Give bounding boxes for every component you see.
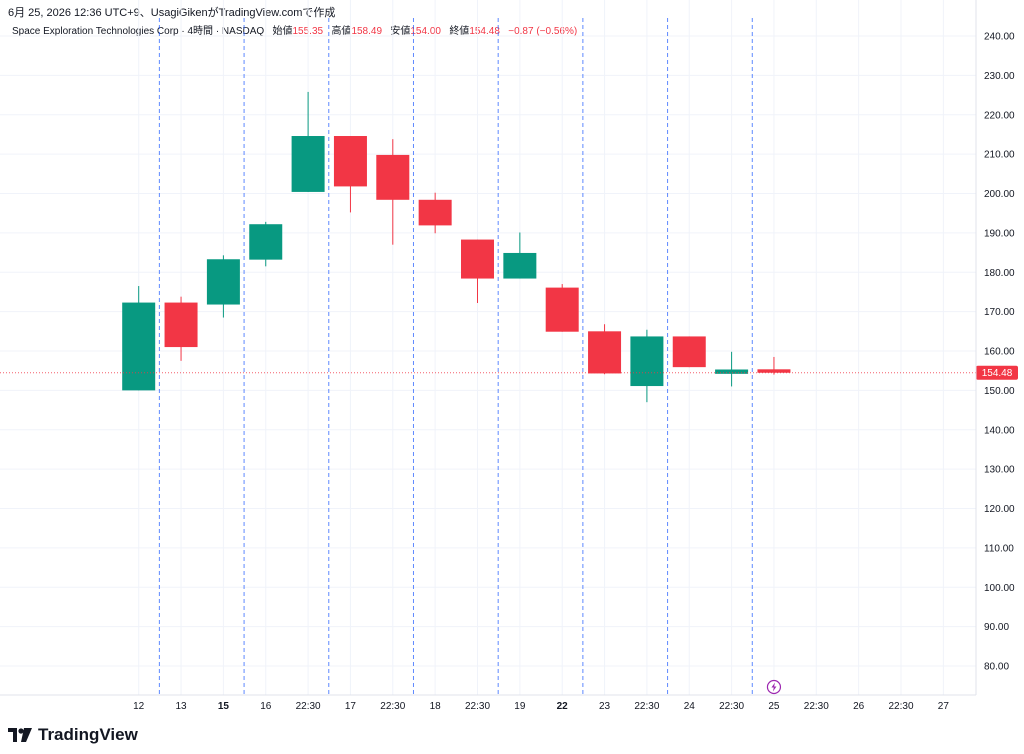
- chart-created-caption: 6月 25, 2026 12:36 UTC+9、UsagiGikenがTradi…: [8, 7, 336, 19]
- tradingview-logo: TradingView: [8, 723, 138, 747]
- x-tick-label: 22:30: [888, 701, 913, 712]
- x-tick-label: 22:30: [719, 701, 744, 712]
- high-value: 158.49: [351, 26, 383, 37]
- candle-body: [715, 369, 749, 374]
- close-label: 終値: [449, 26, 470, 37]
- y-tick-label: 130.00: [984, 465, 1015, 476]
- y-tick-label: 90.00: [984, 622, 1009, 633]
- x-tick-label: 27: [938, 701, 950, 712]
- x-tick-label: 22:30: [296, 701, 321, 712]
- candle-body: [333, 136, 367, 187]
- y-tick-label: 120.00: [984, 504, 1015, 515]
- y-tick-label: 230.00: [984, 71, 1015, 82]
- high-label: 高値: [331, 26, 352, 37]
- x-tick-label: 23: [599, 701, 611, 712]
- candle-body: [545, 287, 579, 332]
- tradingview-brand: TradingView: [38, 725, 138, 744]
- y-tick-label: 190.00: [984, 228, 1015, 239]
- x-tick-label: 22: [557, 701, 569, 712]
- x-tick-label: 18: [430, 701, 442, 712]
- x-tick-label: 22:30: [380, 701, 405, 712]
- grid-layer: [0, 0, 976, 695]
- last-price-badge: [976, 365, 1018, 380]
- y-tick-label: 200.00: [984, 189, 1015, 200]
- x-tick-label: 22:30: [804, 701, 829, 712]
- low-label: 安値: [390, 26, 411, 37]
- x-tick-label: 19: [514, 701, 526, 712]
- y-tick-label: 180.00: [984, 268, 1015, 279]
- session-breaks-layer: [158, 18, 753, 695]
- open-label: 始値: [272, 26, 293, 37]
- y-tick-label: 110.00: [984, 543, 1014, 554]
- y-tick-label: 80.00: [984, 662, 1009, 673]
- candle-body: [588, 331, 622, 374]
- x-tick-label: 22:30: [465, 701, 490, 712]
- x-tick-label: 13: [175, 701, 187, 712]
- last-price-label: 154.48: [982, 368, 1013, 379]
- tradingview-logo-icon: [8, 728, 32, 742]
- y-tick-label: 150.00: [984, 386, 1015, 397]
- x-tick-label: 16: [260, 701, 272, 712]
- y-tick-label: 160.00: [984, 347, 1015, 358]
- x-tick-label: 26: [853, 701, 865, 712]
- axes-layer: 80.00 90.00 100.00 110.00 120.00 130.00 140.00…: [0, 0, 1015, 712]
- x-tick-label: 22:30: [634, 701, 659, 712]
- symbol-description: Space Exploration Technologies Corp · 4時…: [12, 26, 265, 37]
- change-value: −0.87 (−0.56%): [508, 26, 578, 37]
- x-tick-label: 12: [133, 701, 145, 712]
- close-value: 154.48: [469, 26, 500, 37]
- candle-body: [630, 336, 664, 387]
- candle-body: [672, 336, 706, 368]
- low-value: 154.00: [410, 26, 441, 37]
- x-tick-label: 24: [684, 701, 696, 712]
- candle-body: [249, 224, 283, 260]
- lightning-bolt: [771, 682, 777, 692]
- x-tick-label: 25: [768, 701, 780, 712]
- y-tick-label: 140.00: [984, 425, 1015, 436]
- candle-body: [122, 302, 156, 391]
- candle-body: [291, 136, 325, 192]
- y-tick-label: 220.00: [984, 110, 1015, 121]
- candle-body: [503, 252, 537, 279]
- y-tick-label: 100.00: [984, 583, 1015, 594]
- x-tick-label: 15: [218, 701, 230, 712]
- candle-body: [164, 302, 198, 348]
- candle-body: [461, 239, 494, 279]
- candle-body: [757, 369, 791, 373]
- y-tick-label: 210.00: [984, 150, 1015, 161]
- y-tick-label: 240.00: [984, 32, 1015, 43]
- y-tick-label: 170.00: [984, 307, 1015, 318]
- x-tick-label: 17: [345, 701, 357, 712]
- candles-layer: [122, 91, 791, 403]
- candle-body: [376, 154, 410, 200]
- last-price-line-layer: 154.48: [0, 365, 1018, 380]
- candle-body: [206, 259, 240, 305]
- candle-body: [418, 199, 452, 226]
